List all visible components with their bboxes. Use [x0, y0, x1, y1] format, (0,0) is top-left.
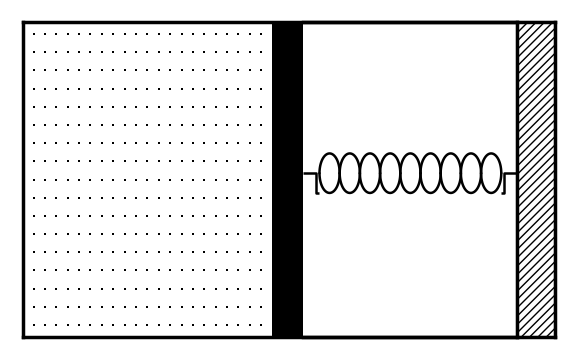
Bar	[23, 22, 272, 337]
Bar	[272, 22, 303, 337]
Bar	[303, 22, 517, 337]
Bar	[517, 22, 555, 337]
